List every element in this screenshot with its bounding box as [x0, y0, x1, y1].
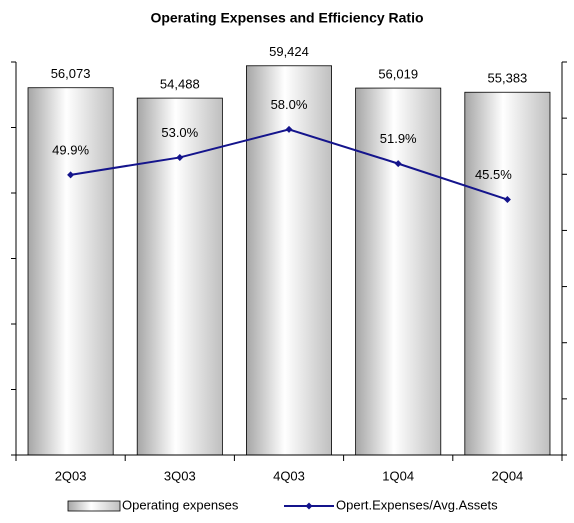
x-tick-label: 2Q03 — [55, 468, 87, 483]
line-marker — [503, 196, 511, 204]
x-tick-label: 1Q04 — [382, 468, 414, 483]
x-tick-label: 4Q03 — [273, 468, 305, 483]
bar-value-label: 54,488 — [160, 77, 200, 92]
bar — [464, 91, 551, 456]
bar — [246, 65, 332, 456]
line-marker — [394, 160, 402, 168]
legend-label: Operating expenses — [122, 497, 239, 512]
x-tick-label: 3Q03 — [164, 468, 196, 483]
line-marker — [176, 153, 184, 161]
bar — [355, 87, 442, 456]
line-value-label: 49.9% — [52, 142, 89, 157]
legend-swatch — [305, 502, 313, 510]
line-value-label: 45.5% — [475, 167, 512, 182]
bar-value-label: 55,383 — [488, 71, 528, 86]
line-value-label: 51.9% — [380, 131, 417, 146]
bar-value-label: 56,019 — [378, 67, 418, 82]
chart-title: Operating Expenses and Efficiency Ratio — [150, 10, 423, 26]
legend-label: Opert.Expenses/Avg.Assets — [336, 497, 498, 512]
line-value-label: 58.0% — [271, 97, 308, 112]
bar — [27, 87, 114, 456]
bar-value-label: 59,424 — [269, 44, 309, 59]
bar — [136, 97, 223, 456]
line-marker — [67, 171, 75, 179]
x-tick-label: 2Q04 — [491, 468, 523, 483]
line-value-label: 53.0% — [161, 125, 198, 140]
bar-value-label: 56,073 — [51, 66, 91, 81]
line-marker — [285, 125, 293, 133]
legend-swatch — [67, 500, 121, 512]
